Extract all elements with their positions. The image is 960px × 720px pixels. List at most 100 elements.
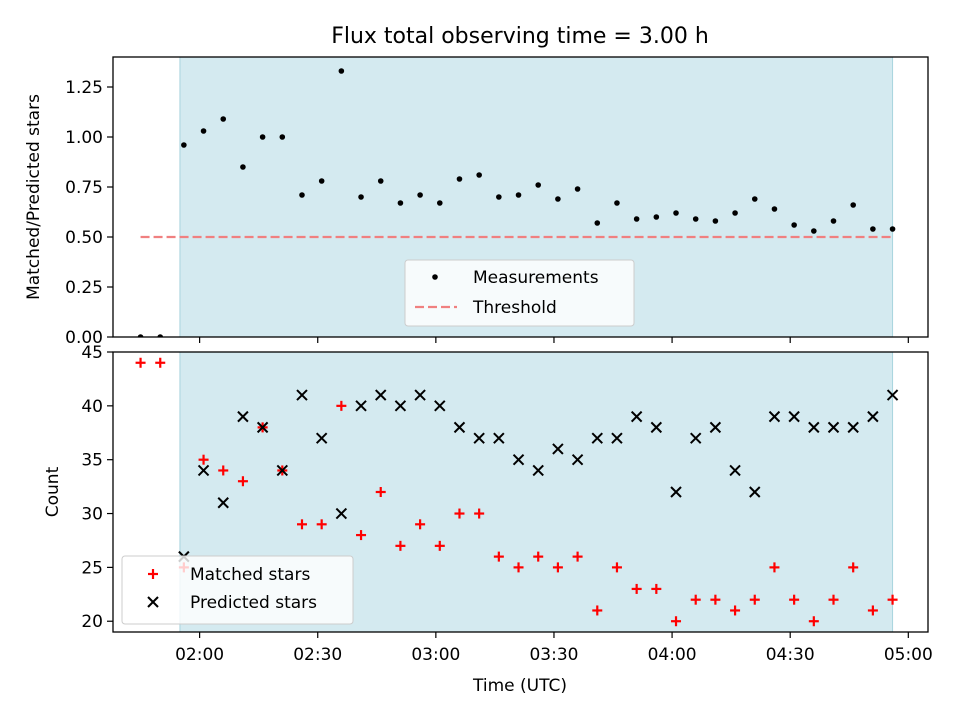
matched-star-point [415,519,426,530]
measurement-point [673,210,679,216]
top-y-tick-label: 0.50 [65,228,103,248]
predicted-star-point [552,443,564,455]
measurement-point [137,334,144,337]
bottom-x-tick-label: 03:00 [411,645,460,665]
measurement-point [555,196,561,202]
measurement-point [476,172,482,178]
bottom-x-tick-label: 02:30 [293,645,342,665]
bottom-panel: 20 25 30 35 40 45 02:00 02:30 03:00 03:30 04:00 04… [43,343,933,696]
measurement-point [338,68,345,74]
legend-predicted-marker [147,596,159,608]
bottom-x-tick-label: 02:00 [175,645,224,665]
legend-predicted-label: Predicted stars [190,593,317,613]
matched-star-point [769,562,780,573]
predicted-star-point [709,421,722,434]
measurement-point [889,226,896,232]
matched-star-point [533,551,544,562]
matched-star-point [690,594,701,605]
predicted-star-point [375,389,387,401]
legend-measurements-label: Measurements [473,268,599,288]
predicted-star-point [296,389,308,401]
measurement-point [751,196,758,202]
matched-star-point [434,540,445,551]
measurement-point [614,200,620,206]
predicted-star-point [867,410,879,423]
predicted-star-point [630,410,643,423]
bottom-x-axis-label: Time (UTC) [472,676,567,696]
bottom-x-tick-label: 03:30 [529,645,578,665]
predicted-star-point [453,421,466,434]
predicted-star-point [808,421,820,434]
measurement-point [157,334,164,337]
predicted-star-point [256,421,269,434]
measurement-point [594,220,601,226]
measurement-point [200,128,207,134]
predicted-star-point [197,464,210,477]
matched-star-point [316,519,327,530]
top-y-tick-label: 1.00 [65,128,103,148]
matched-star-point [395,540,406,551]
measurement-point [653,214,660,220]
top-y-tick-label: 0.75 [65,178,103,198]
matched-star-point [336,400,347,411]
measurement-point [515,192,522,198]
measurement-point [358,194,364,200]
matched-star-point [513,562,524,573]
matched-star-point [493,551,504,562]
measurement-point [417,192,423,198]
bottom-y-tick-label: 25 [81,558,103,578]
bottom-x-tick-label: 04:00 [648,645,697,665]
matched-star-point [867,605,878,616]
matched-star-point [651,583,662,594]
predicted-star-point [886,389,899,401]
measurement-point [240,164,246,170]
matched-star-point [592,605,603,616]
bottom-x-tick-label: 04:30 [766,645,815,665]
measurement-point [456,176,463,182]
predicted-star-point [729,464,741,477]
matched-star-point [454,508,465,519]
matched-star-point [135,357,146,368]
measurement-point [259,134,266,140]
bottom-y-tick-label: 35 [81,451,103,471]
predicted-star-point [827,421,840,434]
measurement-point [299,192,305,198]
matched-star-point [296,519,307,530]
matched-star-point [218,465,229,476]
measurement-point [692,216,699,222]
measurement-point [732,210,738,216]
bottom-y-tick-label: 40 [81,397,103,417]
predicted-star-point [315,432,328,444]
measurement-point [811,228,817,234]
matched-star-point [572,551,583,562]
measurement-point [535,182,542,188]
measurement-point [633,216,640,222]
measurement-point [318,178,325,184]
measurement-point [771,206,778,212]
measurement-point [850,202,856,208]
measurement-point [574,186,581,192]
matched-star-point [848,562,859,573]
bottom-y-tick-label: 30 [81,505,103,525]
matched-star-point [828,594,839,605]
predicted-star-point [788,410,800,423]
matched-star-point [474,508,485,519]
predicted-star-point [512,453,525,466]
measurement-point [181,142,187,148]
matched-star-point [237,476,248,487]
measurement-point [220,116,227,122]
top-y-axis-label: Matched/Predicted stars [24,94,44,300]
predicted-star-point [689,432,702,444]
predicted-star-point [749,486,761,498]
measurement-point [791,222,797,228]
predicted-star-point [611,432,623,444]
predicted-star-point [434,400,446,412]
bottom-plot-frame [112,351,929,633]
legend-measurements-marker [432,274,438,280]
top-chart-title: Flux total observing time = 3.00 h [331,24,709,49]
matched-star-point [198,454,209,465]
measurement-point [279,134,286,140]
matched-star-point [710,594,721,605]
predicted-star-point [670,486,682,498]
